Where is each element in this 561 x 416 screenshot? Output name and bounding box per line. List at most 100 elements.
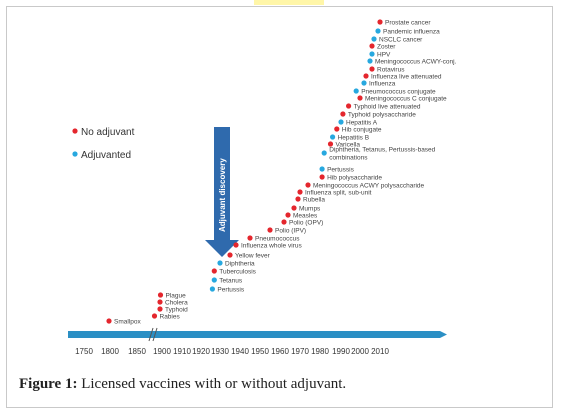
vaccine-label: Influenza — [369, 80, 396, 87]
vaccine-label: Polio (OPV) — [289, 219, 323, 226]
figure-caption: Figure 1: Licensed vaccines with or with… — [19, 376, 346, 393]
vaccine-label: Pandemic influenza — [383, 28, 440, 35]
arrow-label: Adjuvant discovery — [218, 158, 227, 232]
vaccine-label: Diphtheria, Tetanus, Pertussis-based comb… — [329, 146, 435, 161]
timeline-axis-group: 1750 1800 1850 1900 1910 1920 1930 1940 1950 1960… — [68, 327, 447, 356]
arrow-head — [205, 240, 239, 257]
vaccine-point — [106, 318, 112, 324]
vaccine-point — [353, 88, 359, 94]
vaccine-point — [151, 313, 158, 319]
vaccine-point — [217, 260, 223, 266]
caption-label: Figure 1: — [19, 376, 78, 392]
vaccine-label: Hepatitis A — [346, 119, 378, 126]
x-axis-ticks: 1750 1800 1850 1900 1910 1920 1930 1940 1950 1960… — [75, 347, 389, 356]
arrow-shaft — [214, 127, 230, 240]
vaccine-point — [327, 141, 334, 147]
axis-break-mark — [152, 327, 158, 342]
vaccine-label: Meningococcus ACWY-conj. — [375, 58, 457, 65]
legend: No adjuvant Adjuvanted — [72, 127, 135, 161]
vaccine-label: Mumps — [299, 205, 321, 212]
vaccine-point — [157, 306, 163, 312]
vaccine-point — [377, 19, 383, 25]
vaccine-label: Rotavirus — [377, 66, 405, 73]
vaccine-point — [209, 286, 215, 292]
vaccine-point — [227, 252, 233, 258]
x-tick-label: 1980 — [311, 347, 329, 356]
vaccine-point — [295, 196, 301, 202]
legend-adjuvanted-dot — [72, 151, 78, 157]
legend-no-adjuvant-label: No adjuvant — [81, 127, 135, 138]
x-tick-label: 1900 — [153, 347, 171, 356]
vaccine-label: Meningococcus ACWY polysaccharide — [313, 182, 425, 189]
vaccine-point — [367, 58, 373, 64]
vaccine-label: Rubella — [303, 196, 325, 203]
vaccine-point — [330, 134, 336, 140]
vaccine-point — [369, 66, 375, 72]
vaccine-label: Influenza live attenuated — [371, 73, 442, 80]
vaccine-label: Hib polysaccharide — [327, 174, 382, 181]
vaccine-label: Influenza whole virus — [241, 242, 302, 249]
vaccine-point — [285, 212, 291, 218]
vaccine-point — [375, 28, 381, 34]
vaccine-point — [211, 277, 217, 283]
vaccine-point — [321, 150, 327, 156]
x-tick-label: 1970 — [291, 347, 309, 356]
vaccine-point — [357, 95, 363, 101]
adjuvant-discovery-arrow: Adjuvant discovery — [205, 127, 239, 257]
vaccine-point — [267, 227, 273, 233]
vaccine-label: Pneumococcus — [255, 235, 300, 242]
vaccine-label: Measles — [293, 212, 318, 219]
x-tick-label: 2010 — [371, 347, 389, 356]
x-tick-label: 1950 — [251, 347, 269, 356]
vaccine-label: Pertussis — [217, 286, 244, 293]
vaccine-label: Tetanus — [219, 277, 243, 284]
vaccine-point — [369, 43, 375, 49]
vaccine-label: Pertussis — [327, 166, 354, 173]
vaccine-point — [340, 111, 346, 117]
vaccine-point — [157, 292, 164, 298]
vaccine-point — [338, 119, 344, 125]
vaccine-point — [363, 73, 369, 79]
top-highlight-bar — [254, 0, 324, 5]
legend-adjuvanted-label: Adjuvanted — [81, 150, 131, 161]
vaccine-point — [305, 182, 311, 188]
vaccine-label: Plague — [166, 292, 187, 299]
vaccine-label: Tuberculosis — [219, 268, 256, 275]
x-tick-label: 1940 — [231, 347, 249, 356]
timeline-axis-band — [68, 331, 447, 338]
vaccine-point — [334, 126, 340, 132]
vaccine-label: Pneumococcus conjugate — [361, 88, 436, 95]
vaccine-label: Varicella — [336, 141, 361, 148]
vaccine-label: Typhoid — [165, 306, 188, 313]
x-tick-label: 1960 — [271, 347, 289, 356]
vaccine-point — [371, 36, 377, 42]
vaccine-point — [157, 299, 163, 305]
vaccine-point — [369, 51, 375, 57]
x-tick-label: 1800 — [101, 347, 119, 356]
vaccine-point — [319, 166, 325, 172]
vaccine-point — [319, 174, 325, 180]
vaccine-label: Influenza split, sub-unit — [305, 189, 372, 196]
vaccine-point — [211, 268, 217, 274]
vaccine-label: Hib conjugate — [342, 126, 382, 133]
vaccine-point — [281, 219, 287, 225]
vaccine-label: Meningococcus C conjugate — [365, 95, 447, 102]
vaccine-label: Polio (IPV) — [275, 227, 306, 234]
vaccine-point — [291, 205, 297, 211]
vaccine-point — [247, 235, 253, 241]
vaccine-label: Prostate cancer — [385, 19, 431, 26]
vaccine-point — [361, 80, 367, 86]
x-tick-label: 1990 — [332, 347, 350, 356]
x-tick-label: 1920 — [192, 347, 210, 356]
vaccine-label: Typhoid polysaccharide — [348, 111, 416, 118]
axis-break-mark — [148, 327, 154, 342]
vaccine-label: NSCLC cancer — [379, 36, 423, 43]
vaccine-label: Cholera — [165, 299, 188, 306]
vaccine-label: Yellow fever — [235, 252, 271, 259]
figure-frame — [6, 6, 553, 408]
x-tick-label: 1910 — [173, 347, 191, 356]
x-tick-label: 1930 — [211, 347, 229, 356]
x-tick-label: 2000 — [351, 347, 369, 356]
